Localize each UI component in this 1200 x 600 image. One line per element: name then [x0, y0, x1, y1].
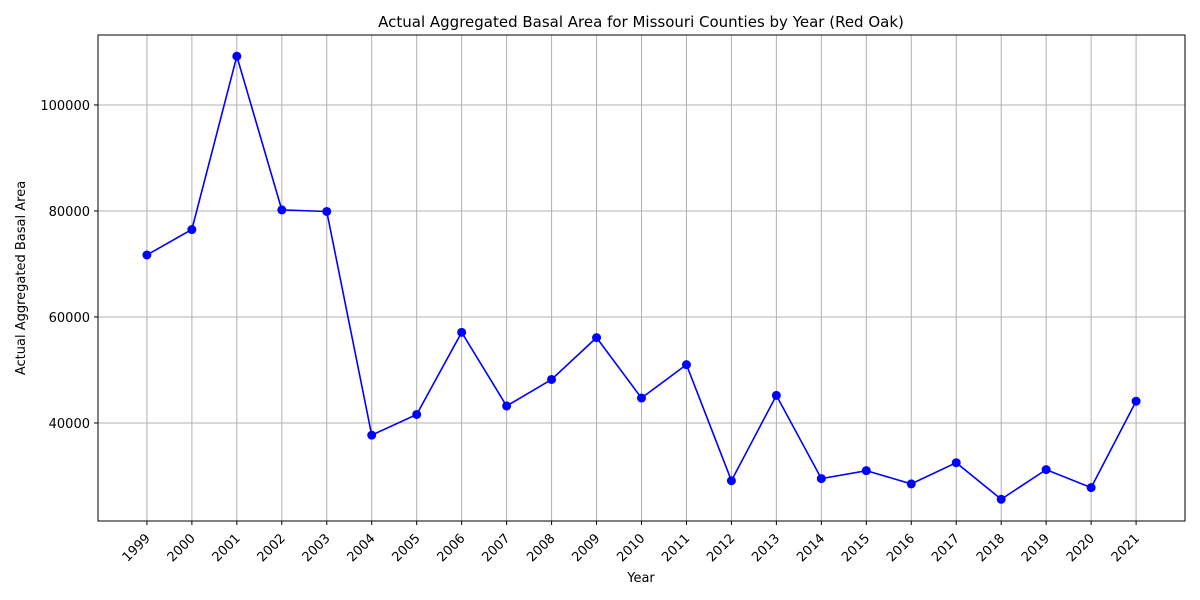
data-point	[592, 333, 602, 343]
x-tick-label: 2017	[929, 531, 963, 565]
x-tick-label: 2019	[1019, 531, 1053, 565]
y-axis-title: Actual Aggregated Basal Area	[14, 181, 29, 375]
data-point	[187, 225, 197, 235]
data-point	[502, 401, 512, 411]
x-tick-label: 2009	[569, 531, 603, 565]
data-point	[726, 476, 736, 486]
data-point	[232, 51, 242, 61]
data-point	[951, 458, 961, 468]
x-tick-label: 2008	[524, 531, 558, 565]
data-point	[547, 374, 557, 384]
x-tick-label: 2002	[255, 531, 289, 565]
data-point	[1041, 465, 1051, 475]
x-tick-label: 2007	[479, 531, 513, 565]
x-tick-label: 2005	[390, 531, 424, 565]
data-point	[457, 327, 467, 337]
data-point	[906, 479, 916, 489]
data-point	[637, 393, 646, 403]
data-point	[1086, 483, 1096, 493]
x-tick-label: 1999	[120, 531, 154, 565]
data-point	[1131, 396, 1141, 406]
y-tick-label: 100000	[40, 99, 90, 114]
x-tick-label: 2016	[884, 531, 918, 565]
x-tick-label: 2003	[300, 531, 334, 565]
y-tick-label: 40000	[49, 417, 90, 432]
data-point	[367, 430, 377, 440]
x-axis-ticks: 1999 2000 2001 2002 2003 2004 2005 2006 2007 2008…	[120, 521, 1143, 565]
data-point	[771, 390, 781, 400]
x-tick-label: 2021	[1109, 531, 1143, 565]
x-tick-label: 2010	[614, 531, 648, 565]
data-point	[277, 205, 287, 215]
x-tick-label: 2000	[165, 531, 199, 565]
x-tick-label: 2014	[794, 531, 828, 565]
y-axis-ticks: 40000 60000 80000 100000	[40, 99, 98, 432]
x-tick-label: 2001	[210, 531, 244, 565]
y-tick-label: 60000	[49, 311, 90, 326]
x-tick-label: 2012	[704, 531, 738, 565]
y-tick-label: 80000	[49, 205, 90, 220]
data-point	[816, 474, 826, 484]
x-tick-label: 2006	[434, 531, 468, 565]
grid-lines	[98, 35, 1185, 521]
data-point	[142, 250, 152, 260]
x-tick-label: 2018	[974, 531, 1008, 565]
x-axis-title: Year	[626, 571, 655, 586]
data-point	[681, 360, 691, 370]
x-tick-label: 2020	[1064, 531, 1098, 565]
chart-title: Actual Aggregated Basal Area for Missour…	[378, 13, 904, 31]
x-tick-label: 2004	[345, 531, 379, 565]
x-tick-label: 2011	[659, 531, 693, 565]
data-point	[412, 409, 422, 419]
x-tick-label: 2015	[839, 531, 873, 565]
x-tick-label: 2013	[749, 531, 783, 565]
data-point	[322, 206, 332, 216]
data-point	[996, 494, 1006, 504]
data-point	[861, 466, 871, 476]
series-layer	[142, 51, 1141, 504]
